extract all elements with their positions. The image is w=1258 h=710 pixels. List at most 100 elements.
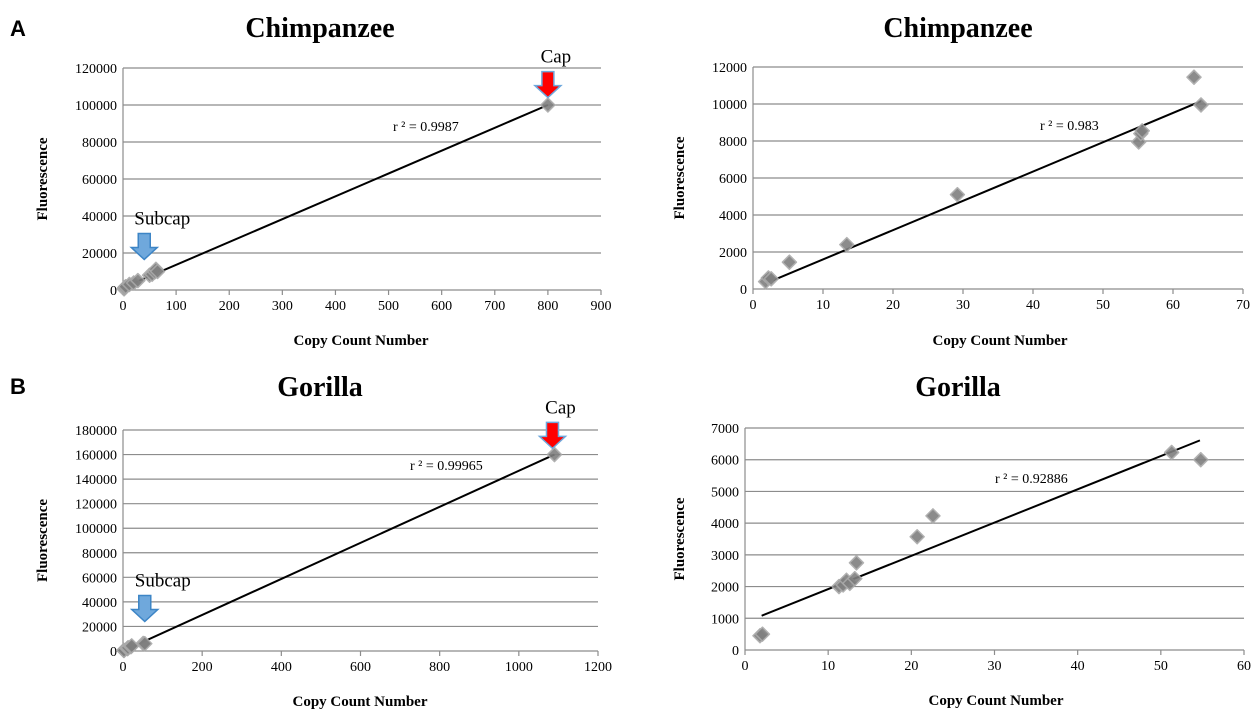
trendline — [765, 100, 1202, 285]
x-axis-title: Copy Count Number — [928, 693, 1063, 709]
y-tick-label: 4000 — [711, 517, 739, 532]
chart-1: Chimpanzee 0 20000 40000 60000 80000 100000 120… — [35, 13, 612, 349]
x-tick-label: 10 — [821, 659, 835, 674]
x-tick-label: 1200 — [584, 660, 612, 675]
x-tick-label: 10 — [816, 298, 830, 313]
data-point — [1186, 69, 1202, 85]
y-tick-label: 80000 — [82, 136, 117, 151]
y-tick-label: 6000 — [719, 172, 747, 187]
y-axis-title: Fluorescence — [35, 137, 51, 220]
y-tick-label: 1000 — [711, 612, 739, 627]
panel-label-b: B — [10, 374, 26, 399]
x-tick-label: 500 — [378, 299, 399, 314]
x-tick-label: 40 — [1071, 659, 1085, 674]
data-point — [848, 555, 865, 571]
cap-arrow-icon — [532, 70, 563, 99]
y-tick-label: 180000 — [75, 424, 117, 439]
chart-title: Gorilla — [277, 372, 363, 403]
y-tick-label: 0 — [732, 644, 739, 659]
cap-arrow-icon — [537, 421, 568, 450]
chart-title: Chimpanzee — [245, 13, 394, 44]
x-tick-label: 50 — [1154, 659, 1168, 674]
data-point — [149, 263, 166, 280]
data-point — [1193, 451, 1209, 468]
x-tick-label: 600 — [431, 299, 452, 314]
y-tick-label: 2000 — [719, 246, 747, 261]
y-tick-label: 60000 — [82, 571, 117, 586]
x-tick-label: 1000 — [505, 660, 533, 675]
y-tick-label: 160000 — [75, 449, 117, 464]
chart-2: Chimpanzee 0 2000 4000 6000 8000 10000 12000 0 10… — [672, 13, 1250, 349]
data-point — [1134, 123, 1150, 139]
x-tick-label: 300 — [272, 299, 293, 314]
x-tick-label: 20 — [904, 659, 918, 674]
x-tick-label: 0 — [742, 659, 749, 674]
trendline — [761, 439, 1201, 617]
x-tick-label: 30 — [988, 659, 1002, 674]
data-point — [137, 635, 153, 652]
trendline — [123, 104, 549, 289]
y-axis-title: Fluorescence — [35, 499, 51, 582]
y-tick-label: 100000 — [75, 522, 117, 537]
y-tick-label: 8000 — [719, 135, 747, 150]
y-tick-label: 3000 — [711, 549, 739, 564]
y-tick-label: 20000 — [82, 247, 117, 262]
x-tick-label: 0 — [120, 299, 127, 314]
chart-title: Gorilla — [915, 372, 1001, 403]
y-axis-title: Fluorescence — [672, 497, 688, 580]
subcap-label: Subcap — [135, 571, 191, 592]
x-tick-label: 70 — [1236, 298, 1250, 313]
data-point — [925, 508, 941, 524]
x-tick-label: 60 — [1237, 659, 1251, 674]
data-point — [540, 97, 556, 113]
x-tick-label: 700 — [484, 299, 505, 314]
x-tick-label: 200 — [219, 299, 240, 314]
data-point — [754, 626, 771, 642]
y-tick-label: 120000 — [75, 498, 117, 513]
y-tick-label: 10000 — [712, 98, 747, 113]
chart-3: Gorilla 0 20000 40000 60000 80000 100000 120000… — [35, 372, 612, 710]
x-axis-title: Copy Count Number — [932, 333, 1067, 349]
x-tick-label: 800 — [429, 660, 450, 675]
y-tick-label: 20000 — [82, 620, 117, 635]
x-tick-label: 60 — [1166, 298, 1180, 313]
y-tick-label: 40000 — [82, 596, 117, 611]
data-point — [546, 446, 563, 463]
y-tick-label: 0 — [740, 283, 747, 298]
y-tick-label: 40000 — [82, 210, 117, 225]
subcap-label: Subcap — [134, 208, 190, 229]
y-axis-title: Fluorescence — [672, 136, 688, 219]
x-tick-label: 50 — [1096, 298, 1110, 313]
x-tick-label: 20 — [886, 298, 900, 313]
y-tick-label: 80000 — [82, 547, 117, 562]
data-point — [839, 236, 855, 253]
x-tick-label: 900 — [591, 299, 612, 314]
y-tick-label: 2000 — [711, 581, 739, 596]
x-tick-label: 800 — [537, 299, 558, 314]
x-tick-label: 100 — [166, 299, 187, 314]
data-point — [909, 529, 925, 545]
y-tick-label: 4000 — [719, 209, 747, 224]
cap-label: Cap — [545, 397, 576, 418]
x-tick-label: 0 — [120, 660, 127, 675]
y-tick-label: 0 — [110, 284, 117, 299]
data-point — [949, 186, 966, 203]
y-tick-label: 100000 — [75, 99, 117, 114]
subcap-arrow-icon — [129, 594, 160, 623]
r-squared-annotation: r ² = 0.99965 — [410, 459, 483, 474]
y-tick-label: 6000 — [711, 454, 739, 469]
chart-title: Chimpanzee — [883, 13, 1032, 44]
r-squared-annotation: r ² = 0.9987 — [393, 120, 459, 135]
x-axis-title: Copy Count Number — [292, 694, 427, 710]
data-point — [781, 254, 798, 270]
chart-4: Gorilla 0 1000 2000 3000 4000 5000 6000 7000 0 10 2… — [672, 372, 1251, 709]
subcap-arrow-icon — [129, 232, 160, 261]
y-tick-label: 0 — [110, 645, 117, 660]
r-squared-annotation: r ² = 0.983 — [1040, 119, 1099, 134]
x-tick-label: 400 — [325, 299, 346, 314]
y-tick-label: 12000 — [712, 61, 747, 76]
y-tick-label: 60000 — [82, 173, 117, 188]
x-tick-label: 200 — [192, 660, 213, 675]
data-point — [1193, 97, 1209, 113]
